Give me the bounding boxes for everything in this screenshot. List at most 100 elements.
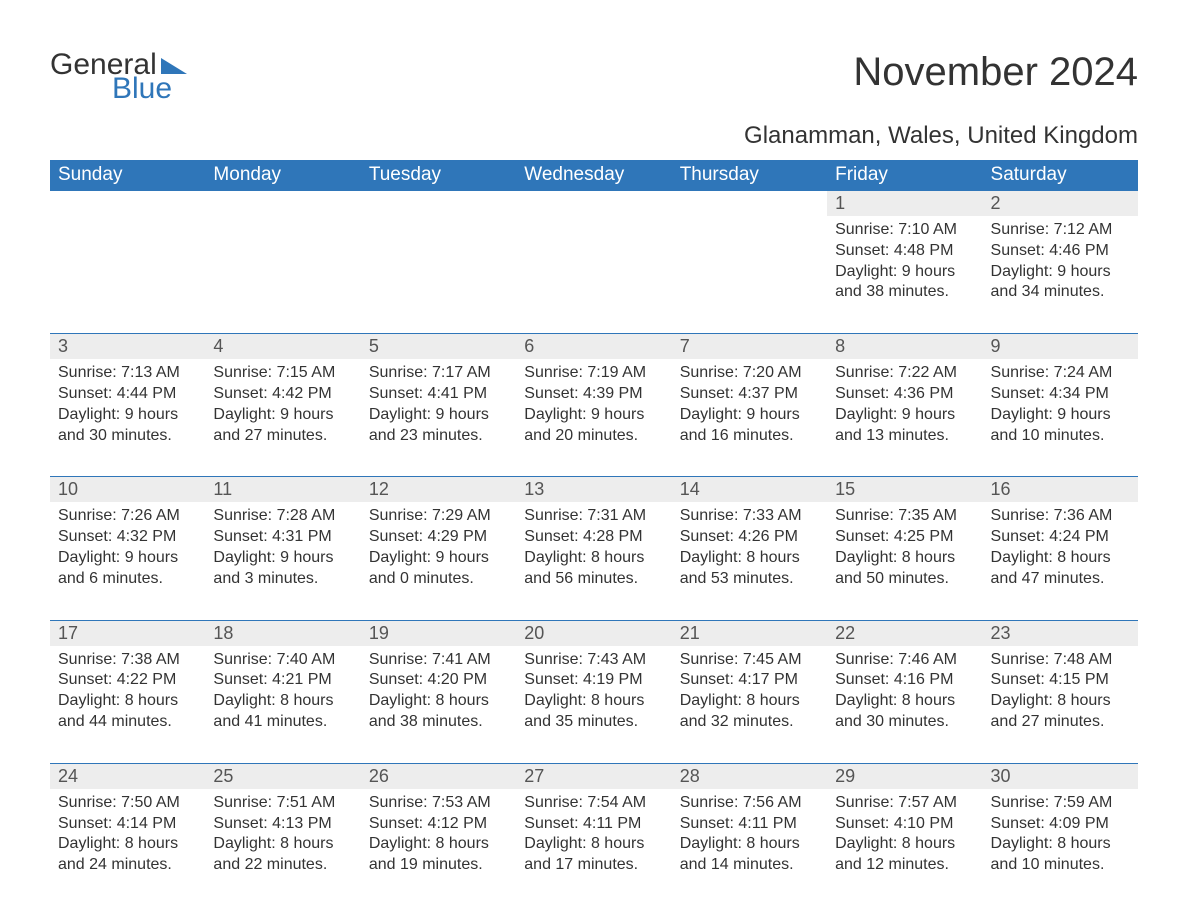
- daylight-text-line1: Daylight: 9 hours: [58, 405, 197, 426]
- daylight-text-line2: and 27 minutes.: [991, 712, 1130, 733]
- calendar-body: 12Sunrise: 7:10 AMSunset: 4:48 PMDayligh…: [50, 191, 1138, 884]
- day-number-cell: 13: [516, 477, 671, 503]
- daylight-text-line2: and 30 minutes.: [58, 426, 197, 447]
- sunrise-text: Sunrise: 7:29 AM: [369, 506, 508, 527]
- sunrise-text: Sunrise: 7:15 AM: [213, 363, 352, 384]
- sunset-text: Sunset: 4:31 PM: [213, 527, 352, 548]
- day-number-cell: 14: [672, 477, 827, 503]
- day-details-cell: Sunrise: 7:54 AMSunset: 4:11 PMDaylight:…: [516, 789, 671, 884]
- day-number-cell: 16: [983, 477, 1138, 503]
- daylight-text-line1: Daylight: 9 hours: [991, 262, 1130, 283]
- sunset-text: Sunset: 4:14 PM: [58, 814, 197, 835]
- day-number-cell: [516, 191, 671, 217]
- daylight-text-line1: Daylight: 8 hours: [58, 834, 197, 855]
- location-subtitle: Glanamman, Wales, United Kingdom: [50, 122, 1138, 150]
- sunrise-text: Sunrise: 7:56 AM: [680, 793, 819, 814]
- sunset-text: Sunset: 4:13 PM: [213, 814, 352, 835]
- day-number-cell: 6: [516, 334, 671, 360]
- daylight-text-line1: Daylight: 9 hours: [835, 262, 974, 283]
- day-details-cell: Sunrise: 7:17 AMSunset: 4:41 PMDaylight:…: [361, 359, 516, 477]
- daylight-text-line1: Daylight: 8 hours: [680, 548, 819, 569]
- daylight-text-line2: and 35 minutes.: [524, 712, 663, 733]
- sunset-text: Sunset: 4:19 PM: [524, 670, 663, 691]
- sunrise-text: Sunrise: 7:17 AM: [369, 363, 508, 384]
- day-details-cell: Sunrise: 7:45 AMSunset: 4:17 PMDaylight:…: [672, 646, 827, 764]
- weekday-header: Sunday: [50, 160, 205, 191]
- daylight-text-line1: Daylight: 8 hours: [369, 691, 508, 712]
- daylight-text-line2: and 38 minutes.: [835, 282, 974, 303]
- details-row: Sunrise: 7:10 AMSunset: 4:48 PMDaylight:…: [50, 216, 1138, 334]
- day-details-cell: Sunrise: 7:31 AMSunset: 4:28 PMDaylight:…: [516, 502, 671, 620]
- sunset-text: Sunset: 4:36 PM: [835, 384, 974, 405]
- day-number-cell: 4: [205, 334, 360, 360]
- daylight-text-line1: Daylight: 8 hours: [213, 691, 352, 712]
- day-number-cell: 30: [983, 763, 1138, 789]
- day-number-cell: 19: [361, 620, 516, 646]
- day-number-cell: 2: [983, 191, 1138, 217]
- daylight-text-line2: and 30 minutes.: [835, 712, 974, 733]
- sunrise-text: Sunrise: 7:28 AM: [213, 506, 352, 527]
- weekday-header: Monday: [205, 160, 360, 191]
- sunrise-text: Sunrise: 7:40 AM: [213, 650, 352, 671]
- daylight-text-line1: Daylight: 8 hours: [835, 834, 974, 855]
- day-number-cell: 7: [672, 334, 827, 360]
- day-details-cell: Sunrise: 7:51 AMSunset: 4:13 PMDaylight:…: [205, 789, 360, 884]
- daynum-row: 12: [50, 191, 1138, 217]
- weekday-header: Saturday: [983, 160, 1138, 191]
- day-number-cell: 11: [205, 477, 360, 503]
- day-details-cell: Sunrise: 7:10 AMSunset: 4:48 PMDaylight:…: [827, 216, 982, 334]
- day-details-cell: Sunrise: 7:28 AMSunset: 4:31 PMDaylight:…: [205, 502, 360, 620]
- daylight-text-line2: and 20 minutes.: [524, 426, 663, 447]
- daylight-text-line2: and 27 minutes.: [213, 426, 352, 447]
- daynum-row: 10111213141516: [50, 477, 1138, 503]
- weekday-header: Thursday: [672, 160, 827, 191]
- daylight-text-line1: Daylight: 9 hours: [524, 405, 663, 426]
- calendar-table: Sunday Monday Tuesday Wednesday Thursday…: [50, 160, 1138, 884]
- daylight-text-line2: and 3 minutes.: [213, 569, 352, 590]
- daylight-text-line2: and 10 minutes.: [991, 426, 1130, 447]
- day-number-cell: 23: [983, 620, 1138, 646]
- day-details-cell: Sunrise: 7:35 AMSunset: 4:25 PMDaylight:…: [827, 502, 982, 620]
- day-details-cell: [516, 216, 671, 334]
- daynum-row: 3456789: [50, 334, 1138, 360]
- details-row: Sunrise: 7:38 AMSunset: 4:22 PMDaylight:…: [50, 646, 1138, 764]
- daylight-text-line1: Daylight: 9 hours: [369, 548, 508, 569]
- details-row: Sunrise: 7:13 AMSunset: 4:44 PMDaylight:…: [50, 359, 1138, 477]
- sunset-text: Sunset: 4:20 PM: [369, 670, 508, 691]
- sunset-text: Sunset: 4:25 PM: [835, 527, 974, 548]
- day-details-cell: Sunrise: 7:41 AMSunset: 4:20 PMDaylight:…: [361, 646, 516, 764]
- day-details-cell: Sunrise: 7:59 AMSunset: 4:09 PMDaylight:…: [983, 789, 1138, 884]
- daylight-text-line1: Daylight: 8 hours: [991, 834, 1130, 855]
- day-number-cell: [361, 191, 516, 217]
- daylight-text-line1: Daylight: 8 hours: [524, 691, 663, 712]
- daylight-text-line1: Daylight: 8 hours: [835, 548, 974, 569]
- day-number-cell: 27: [516, 763, 671, 789]
- day-number-cell: 21: [672, 620, 827, 646]
- sunset-text: Sunset: 4:26 PM: [680, 527, 819, 548]
- daylight-text-line2: and 44 minutes.: [58, 712, 197, 733]
- sunrise-text: Sunrise: 7:46 AM: [835, 650, 974, 671]
- sunrise-text: Sunrise: 7:31 AM: [524, 506, 663, 527]
- day-number-cell: 20: [516, 620, 671, 646]
- daylight-text-line1: Daylight: 8 hours: [369, 834, 508, 855]
- sunset-text: Sunset: 4:37 PM: [680, 384, 819, 405]
- sunrise-text: Sunrise: 7:26 AM: [58, 506, 197, 527]
- sunrise-text: Sunrise: 7:50 AM: [58, 793, 197, 814]
- sunset-text: Sunset: 4:48 PM: [835, 241, 974, 262]
- daylight-text-line2: and 47 minutes.: [991, 569, 1130, 590]
- daylight-text-line2: and 22 minutes.: [213, 855, 352, 876]
- sunset-text: Sunset: 4:12 PM: [369, 814, 508, 835]
- sunrise-text: Sunrise: 7:59 AM: [991, 793, 1130, 814]
- day-number-cell: 17: [50, 620, 205, 646]
- day-details-cell: Sunrise: 7:53 AMSunset: 4:12 PMDaylight:…: [361, 789, 516, 884]
- sunset-text: Sunset: 4:24 PM: [991, 527, 1130, 548]
- daylight-text-line1: Daylight: 9 hours: [991, 405, 1130, 426]
- daylight-text-line2: and 17 minutes.: [524, 855, 663, 876]
- sunrise-text: Sunrise: 7:38 AM: [58, 650, 197, 671]
- day-details-cell: Sunrise: 7:50 AMSunset: 4:14 PMDaylight:…: [50, 789, 205, 884]
- daylight-text-line1: Daylight: 8 hours: [213, 834, 352, 855]
- daylight-text-line1: Daylight: 8 hours: [991, 548, 1130, 569]
- day-number-cell: 3: [50, 334, 205, 360]
- weekday-header: Friday: [827, 160, 982, 191]
- day-number-cell: 18: [205, 620, 360, 646]
